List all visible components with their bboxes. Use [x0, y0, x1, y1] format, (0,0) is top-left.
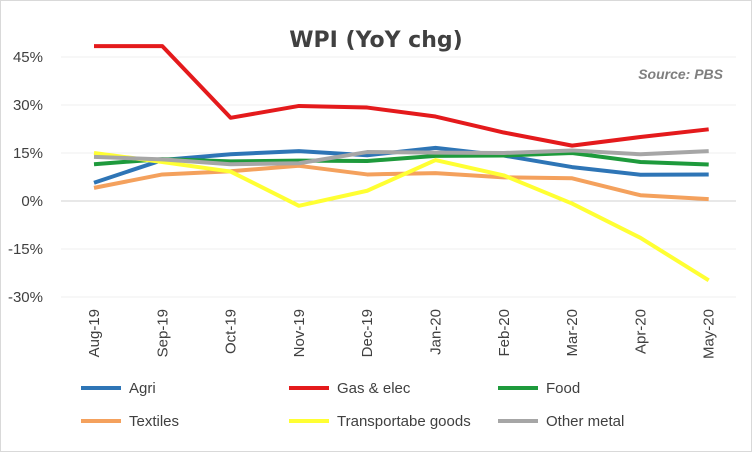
y-tick-label: 15% [13, 145, 43, 162]
y-tick-label: 0% [21, 193, 43, 210]
x-tick-label: Mar-20 [564, 309, 581, 357]
y-tick-label: -15% [8, 241, 43, 258]
series-line-other-metal [93, 148, 709, 167]
legend-label: Textiles [129, 413, 179, 430]
x-tick-label: Apr-20 [632, 309, 649, 354]
x-tick-label: Nov-19 [291, 309, 308, 357]
chart-title: WPI (YoY chg) [289, 28, 462, 53]
legend-label: Agri [129, 380, 156, 397]
legend-label: Food [546, 380, 580, 397]
x-tick-label: Jan-20 [428, 309, 445, 355]
series-line-transportabe-goods [93, 151, 710, 283]
x-tick-label: Sep-19 [154, 309, 171, 357]
series-line-gas-elec [94, 44, 709, 148]
x-tick-label: Aug-19 [86, 309, 103, 357]
legend-label: Gas & elec [337, 380, 411, 397]
x-tick-label: Dec-19 [359, 309, 376, 357]
legend-label: Transportabe goods [337, 413, 471, 430]
y-tick-label: -30% [8, 289, 43, 306]
x-tick-label: May-20 [701, 309, 718, 359]
x-tick-label: Feb-20 [496, 309, 513, 357]
source-annotation: Source: PBS [638, 66, 723, 82]
y-tick-label: 45% [13, 49, 43, 66]
y-tick-label: 30% [13, 97, 43, 114]
legend-label: Other metal [546, 413, 624, 430]
x-tick-label: Oct-19 [223, 309, 240, 354]
